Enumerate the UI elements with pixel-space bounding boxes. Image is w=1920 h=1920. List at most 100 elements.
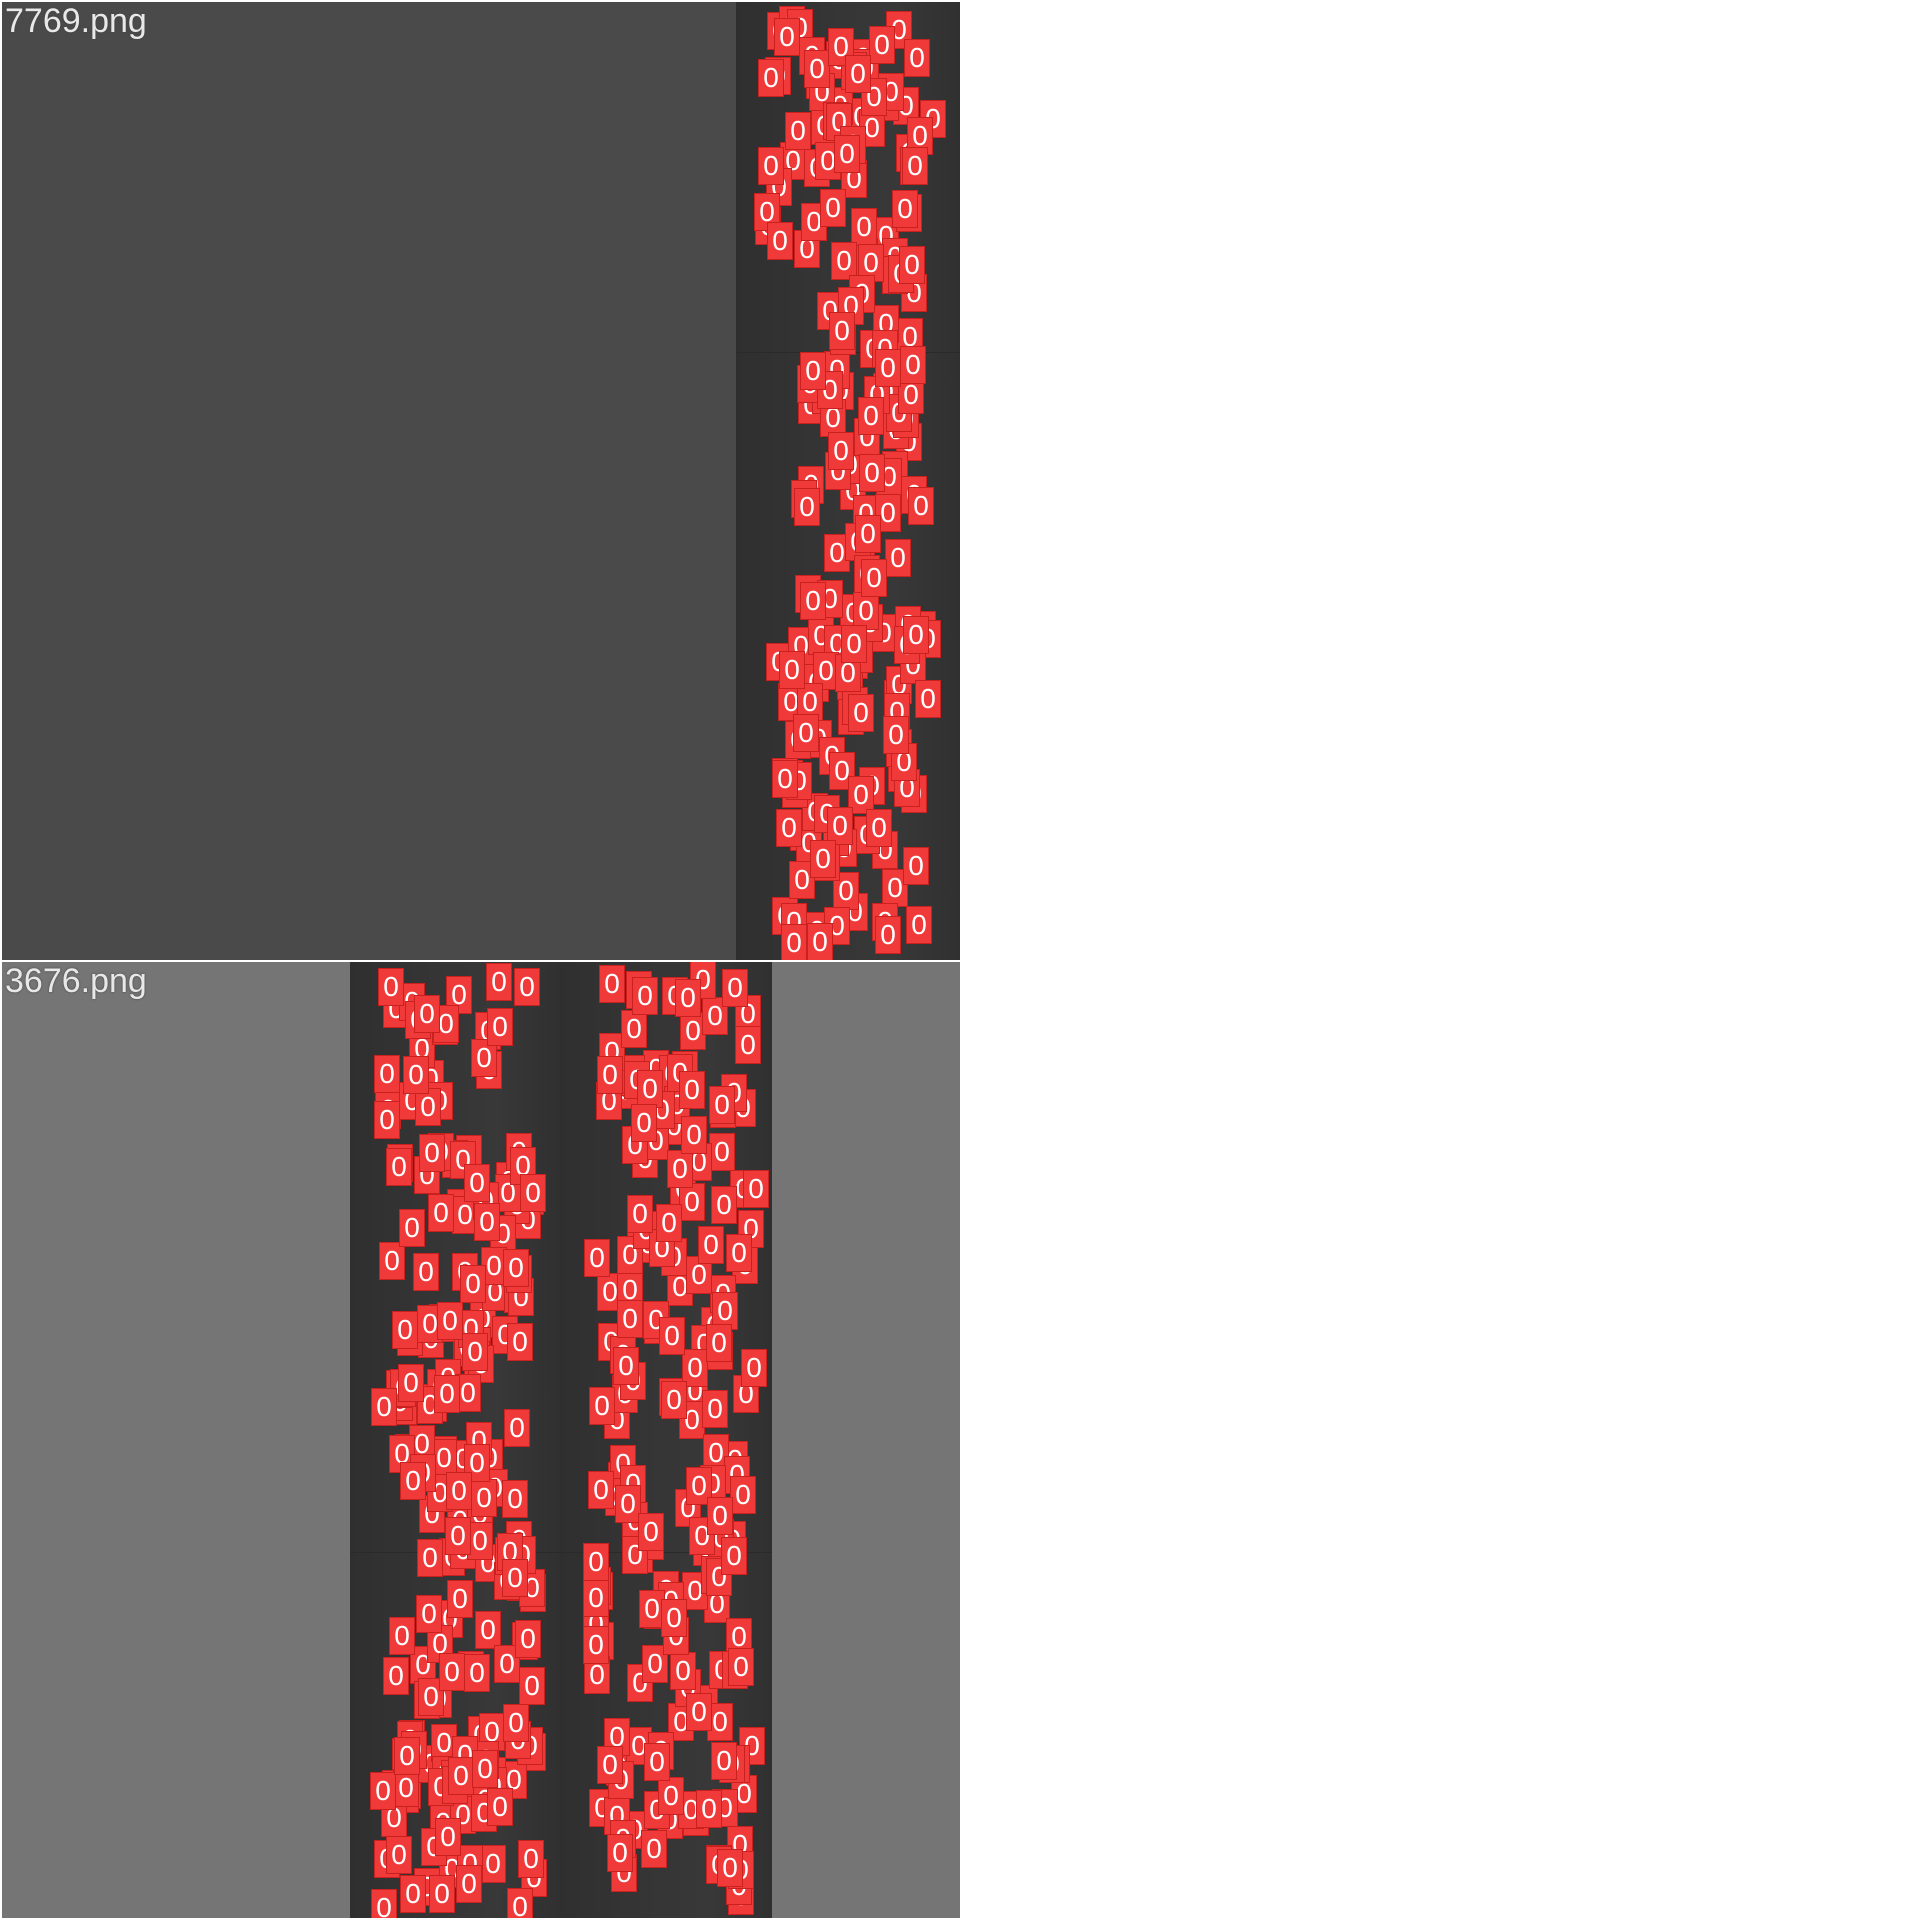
annotation-box: 0 — [759, 148, 783, 184]
annotation-box: 0 — [519, 1841, 543, 1877]
annotation-box: 0 — [633, 978, 657, 1014]
annotation-box: 0 — [808, 924, 832, 960]
annotation-box: 0 — [707, 1325, 731, 1361]
annotation-box: 0 — [461, 1266, 485, 1302]
annotation-box: 0 — [600, 966, 624, 1002]
annotation-box: 0 — [697, 1791, 721, 1827]
annotation-box: 0 — [395, 1738, 419, 1774]
annotation-box: 0 — [404, 1057, 428, 1093]
annotation-box: 0 — [472, 1480, 496, 1516]
annotation-box: 0 — [447, 1473, 471, 1509]
annotation-box: 0 — [420, 1135, 444, 1171]
annotation-box: 0 — [387, 1149, 411, 1185]
annotation-box: 0 — [876, 495, 900, 531]
annotation-box: 0 — [683, 1573, 707, 1609]
annotation-box: 0 — [876, 917, 900, 953]
annotation-box: 0 — [488, 1009, 512, 1045]
annotation-box: 0 — [687, 1694, 711, 1730]
annotation-box: 0 — [683, 1350, 707, 1386]
annotation-box: 0 — [687, 1468, 711, 1504]
tile-filename: 3676.png — [5, 962, 147, 1000]
annotation-box: 0 — [883, 870, 907, 906]
annotation-box: 0 — [614, 1348, 638, 1384]
annotation-box: 0 — [682, 1117, 706, 1153]
annotation-box: 0 — [736, 1027, 760, 1063]
annotation-box: 0 — [598, 1747, 622, 1783]
annotation-box: 0 — [722, 1538, 746, 1574]
annotation-box: 0 — [768, 223, 792, 259]
annotation-box: 0 — [900, 247, 924, 283]
annotation-box: 0 — [436, 1819, 460, 1855]
annotation-box: 0 — [798, 684, 822, 720]
annotation-box: 0 — [801, 583, 825, 619]
annotation-box: 0 — [723, 970, 747, 1006]
annotation-box: 0 — [495, 1646, 519, 1682]
annotation-box: 0 — [432, 1440, 456, 1476]
annotation-box: 0 — [842, 626, 866, 662]
annotation-box: 0 — [904, 848, 928, 884]
annotation-box: 0 — [496, 1175, 520, 1211]
annotation-box: 0 — [907, 907, 931, 943]
annotation-box: 0 — [504, 1250, 528, 1286]
annotation-box: 0 — [416, 1089, 440, 1125]
annotation-box: 0 — [401, 1876, 425, 1912]
annotation-box: 0 — [703, 998, 727, 1034]
annotation-box: 0 — [909, 488, 933, 524]
annotation-box: 0 — [759, 60, 783, 96]
annotation-box: 0 — [463, 1334, 487, 1370]
annotation-box: 0 — [905, 40, 929, 76]
annotation-box: 0 — [904, 617, 928, 653]
annotation-box: 0 — [916, 681, 940, 717]
annotation-box: 0 — [453, 1197, 477, 1233]
annotation-box: 0 — [704, 1435, 728, 1471]
annotation-box: 0 — [435, 1376, 459, 1412]
annotation-box: 0 — [699, 1227, 723, 1263]
annotation-box: 0 — [488, 1789, 512, 1825]
annotation-box: 0 — [713, 1293, 737, 1329]
annotation-box: 0 — [777, 810, 801, 846]
annotation-box: 0 — [440, 1654, 464, 1690]
annotation-box: 0 — [584, 1580, 608, 1616]
annotation-box: 0 — [718, 1850, 742, 1886]
annotation-box: 0 — [657, 1205, 681, 1241]
annotation-box: 0 — [884, 717, 908, 753]
annotation-box: 0 — [419, 1679, 443, 1715]
annotation-box: 0 — [590, 1388, 614, 1424]
annotation-box: 0 — [643, 1646, 667, 1682]
annotation-box: 0 — [662, 1382, 686, 1418]
annotation-box: 0 — [456, 1375, 480, 1411]
annotation-box: 0 — [893, 191, 917, 227]
annotation-box: 0 — [846, 56, 870, 92]
annotation-box: 0 — [465, 1165, 489, 1201]
annotation-box: 0 — [862, 560, 886, 596]
annotation-box: 0 — [856, 516, 880, 552]
annotation-box: 0 — [680, 1072, 704, 1108]
annotation-box: 0 — [639, 1514, 663, 1550]
annotation-box: 0 — [632, 1105, 656, 1141]
annotation-box: 0 — [520, 1668, 544, 1704]
annotation-box: 0 — [372, 1389, 396, 1425]
annotation-box: 0 — [622, 1011, 646, 1047]
annotation-box: 0 — [801, 353, 825, 389]
annotation-box: 0 — [886, 540, 910, 576]
annotation-box: 0 — [830, 313, 854, 349]
annotation-box: 0 — [859, 398, 883, 434]
annotation-box: 0 — [681, 1013, 705, 1049]
annotation-box: 0 — [731, 1477, 755, 1513]
annotation-box: 0 — [468, 1523, 492, 1559]
annotation-box: 0 — [795, 489, 819, 525]
annotation-box: 0 — [457, 1866, 481, 1902]
annotation-box: 0 — [503, 1481, 527, 1517]
annotation-box: 0 — [430, 1876, 454, 1912]
annotation-box: 0 — [671, 1653, 695, 1689]
annotation-box: 0 — [645, 1744, 669, 1780]
annotation-box: 0 — [379, 969, 403, 1005]
annotation-box: 0 — [476, 1612, 500, 1648]
annotation-box: 0 — [589, 1472, 613, 1508]
annotation-box: 0 — [852, 209, 876, 245]
annotation-box: 0 — [867, 810, 891, 846]
